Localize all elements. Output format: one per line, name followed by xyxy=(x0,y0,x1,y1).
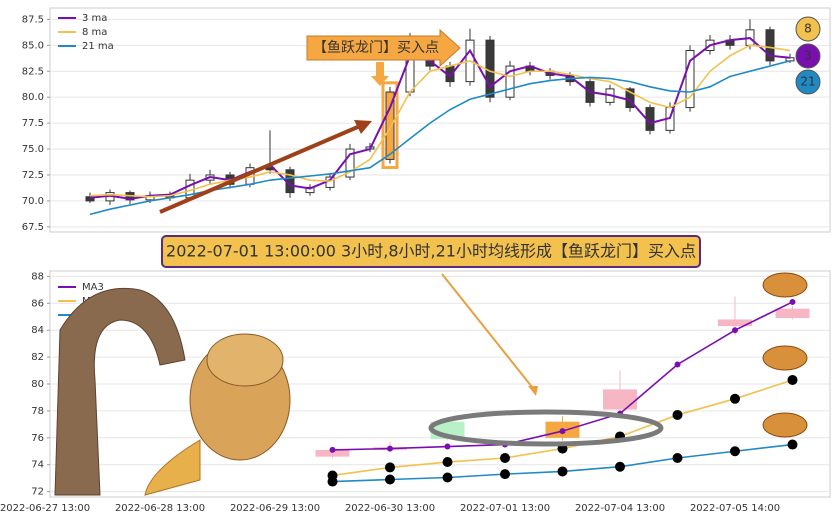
candle-body xyxy=(85,196,95,202)
point-marker xyxy=(559,428,566,435)
y-tick-label: 80.0 xyxy=(22,92,44,103)
end-badge xyxy=(795,69,821,95)
y-tick-label: 82.5 xyxy=(22,66,44,77)
annotation-box xyxy=(306,28,461,68)
candle-body xyxy=(385,91,395,160)
y-tick-label: 74 xyxy=(31,460,44,471)
y-tick-label: 67.5 xyxy=(22,222,44,233)
legend-label: 3 ma xyxy=(82,13,107,24)
candle-body xyxy=(718,319,752,327)
stone-arch xyxy=(54,287,186,496)
candle-body xyxy=(625,88,635,109)
y-tick-label: 75.0 xyxy=(22,144,44,155)
point-marker xyxy=(387,445,393,452)
y-tick-label: 72.5 xyxy=(22,170,44,181)
candle-body xyxy=(315,449,350,457)
legend-label: 21 ma xyxy=(82,41,114,52)
y-tick-label: 84 xyxy=(31,325,44,336)
highlight-ellipse xyxy=(428,409,664,447)
banner xyxy=(161,235,701,268)
point-marker xyxy=(500,469,510,480)
point-marker xyxy=(442,472,453,483)
y-tick-label: 82 xyxy=(31,352,44,363)
point-marker xyxy=(329,446,336,453)
candle-body xyxy=(603,389,637,410)
y-tick-label: 88 xyxy=(31,271,44,282)
candle-body xyxy=(685,50,695,109)
y-tick-label: 86 xyxy=(31,298,44,309)
point-marker xyxy=(557,466,568,477)
decorations: 【鱼跃龙门】买入点 2022-07-01 13:00:00 3小时,8小时,21… xyxy=(54,28,808,496)
point-marker xyxy=(672,452,683,463)
fish-icon xyxy=(762,272,808,298)
point-marker xyxy=(385,474,395,485)
point-marker xyxy=(730,446,740,457)
end-badge-label: 8 xyxy=(804,22,812,36)
ma-line xyxy=(89,44,791,198)
end-badge xyxy=(795,43,821,69)
pointer-arrow xyxy=(441,273,537,393)
arrow-head xyxy=(354,120,372,134)
fish-icon xyxy=(762,412,808,438)
point-marker xyxy=(327,476,338,487)
highlight-box xyxy=(381,81,399,170)
point-marker xyxy=(730,393,740,404)
x-tick-label: 2022-06-29 13:00 xyxy=(230,503,320,514)
point-marker xyxy=(500,452,510,463)
x-tick-label: 2022-06-30 13:00 xyxy=(345,503,435,514)
y-tick-label: 87.5 xyxy=(22,14,44,25)
arrow-head xyxy=(528,386,538,396)
dog-tail xyxy=(144,439,201,496)
trend-arrow xyxy=(159,124,361,214)
y-tick-label: 72 xyxy=(31,487,44,498)
x-tick-label: 2022-07-01 13:00 xyxy=(460,503,550,514)
candle-body xyxy=(345,148,355,178)
point-marker xyxy=(732,327,738,334)
point-marker xyxy=(385,462,395,473)
banner-text: 2022-07-01 13:00:00 3小时,8小时,21小时均线形成【鱼跃龙… xyxy=(166,242,696,261)
candle-body xyxy=(505,65,515,98)
x-tick-label: 2022-06-28 13:00 xyxy=(115,503,205,514)
x-tick-label: 2022-07-04 13:00 xyxy=(575,503,665,514)
legend-label: MA3 xyxy=(82,282,104,293)
point-marker xyxy=(787,439,798,450)
point-marker xyxy=(789,298,796,305)
x-tick-label: 2022-06-27 13:00 xyxy=(0,503,90,514)
point-marker xyxy=(444,443,451,450)
dog-head xyxy=(206,333,284,387)
point-marker xyxy=(672,409,683,420)
candle-body xyxy=(765,29,775,62)
y-tick-label: 70.0 xyxy=(22,196,44,207)
point-marker xyxy=(615,461,625,472)
end-badge-label: 3 xyxy=(804,49,812,63)
candle-body xyxy=(485,39,495,98)
end-badge-label: 21 xyxy=(800,75,815,89)
fish-icon xyxy=(762,345,808,371)
down-arrow xyxy=(371,62,389,86)
candle-body xyxy=(775,308,810,319)
point-marker xyxy=(442,457,453,468)
y-tick-label: 80 xyxy=(31,379,44,390)
y-tick-label: 85.0 xyxy=(22,40,44,51)
point-marker xyxy=(787,374,798,385)
end-badge xyxy=(795,16,821,42)
y-tick-label: 78 xyxy=(31,406,44,417)
annotation: 【鱼跃龙门】买入点 xyxy=(313,39,439,56)
point-marker xyxy=(674,361,681,368)
y-tick-label: 77.5 xyxy=(22,118,44,129)
x-tick-label: 2022-07-05 14:00 xyxy=(690,503,780,514)
legend-label: 8 ma xyxy=(82,27,107,38)
y-tick-label: 76 xyxy=(31,433,44,444)
